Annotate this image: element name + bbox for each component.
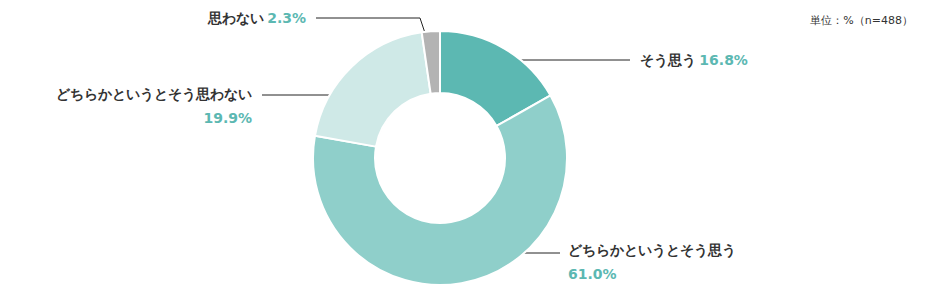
svg-text:16.8%: 16.8% (699, 52, 748, 68)
svg-text:61.0%: 61.0% (568, 266, 617, 282)
svg-text:2.3%: 2.3% (267, 10, 306, 26)
svg-text:19.9%: 19.9% (203, 110, 252, 126)
svg-text:どちらかというとそう思う: どちらかというとそう思う (568, 242, 736, 259)
svg-text:単位：%（n=488）: 単位：%（n=488） (810, 14, 913, 27)
svg-text:そう思う: そう思う (640, 52, 696, 69)
svg-text:どちらかというとそう思わない: どちらかというとそう思わない (56, 86, 252, 103)
svg-text:思わない: 思わない (207, 10, 264, 26)
